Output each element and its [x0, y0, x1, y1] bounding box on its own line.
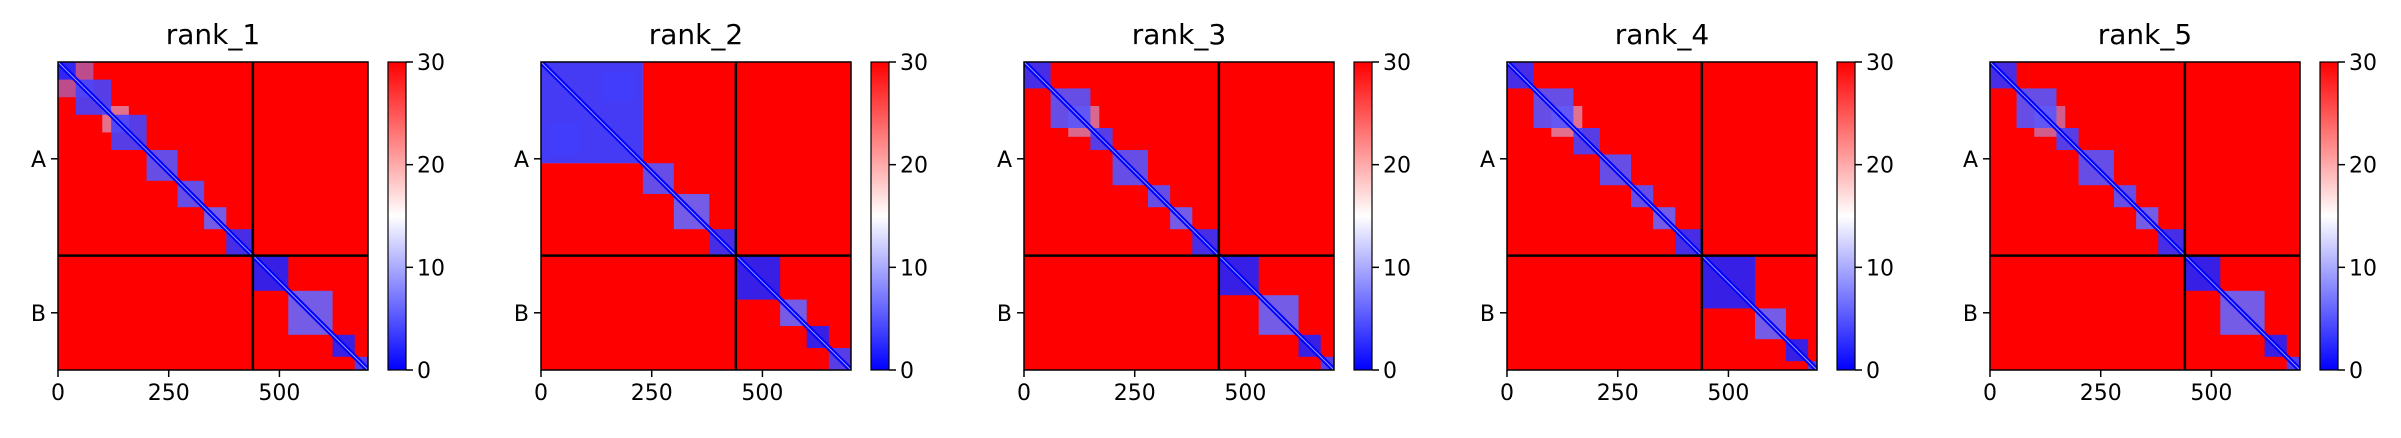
- colorbar: [2320, 62, 2338, 370]
- x-tick-label: 500: [1224, 381, 1266, 406]
- heatmap: [1024, 62, 1334, 370]
- panel-title: rank_2: [649, 18, 743, 51]
- plot-frame: [57, 61, 369, 371]
- colorbar-tick-label: 30: [1866, 51, 1894, 76]
- colorbar-tick-label: 0: [900, 359, 914, 384]
- colorbar-tick-label: 0: [417, 359, 431, 384]
- y-chain-label: B: [31, 302, 46, 327]
- colorbar-tick-label: 10: [900, 256, 928, 281]
- colorbar-tick-label: 20: [1383, 154, 1411, 179]
- pae-panel: rank_1 0 250 500 A B 0 10 20 30: [31, 18, 445, 406]
- x-tick-label: 500: [258, 381, 300, 406]
- colorbar-tick-label: 30: [1383, 51, 1411, 76]
- colorbar-tick-label: 0: [2349, 359, 2363, 384]
- heatmap: [1507, 62, 1817, 370]
- x-tick-label: 250: [1597, 381, 1639, 406]
- pae-panel: rank_4 0 250 500 A B 0 10 20 30: [1480, 18, 1894, 406]
- heatmap-diagonal-core: [58, 62, 368, 370]
- colorbar: [871, 62, 889, 370]
- heatmap-diagonal-core: [1507, 62, 1817, 370]
- pae-panel: rank_3 0 250 500 A B 0 10 20 30: [997, 18, 1411, 406]
- heatmap-diagonal-core: [541, 62, 851, 370]
- colorbar-frame: [387, 61, 407, 371]
- heatmap: [58, 62, 368, 370]
- colorbar-tick-label: 20: [1866, 154, 1894, 179]
- colorbar-tick-label: 0: [1383, 359, 1397, 384]
- x-tick-label: 250: [2080, 381, 2122, 406]
- y-chain-label: B: [1963, 302, 1978, 327]
- heatmap: [541, 62, 851, 370]
- panel-title: rank_3: [1132, 18, 1226, 51]
- x-tick-label: 250: [631, 381, 673, 406]
- colorbar-tick-label: 0: [1866, 359, 1880, 384]
- plot-frame: [1506, 61, 1818, 371]
- x-tick-label: 0: [1017, 381, 1031, 406]
- x-tick-label: 0: [534, 381, 548, 406]
- colorbar-tick-label: 30: [2349, 51, 2377, 76]
- colorbar-frame: [2319, 61, 2339, 371]
- panel-title: rank_1: [166, 18, 260, 51]
- colorbar-tick-label: 20: [417, 154, 445, 179]
- y-chain-label: A: [1480, 148, 1495, 173]
- x-tick-label: 500: [741, 381, 783, 406]
- colorbar-tick-label: 20: [900, 154, 928, 179]
- heatmap: [1990, 62, 2300, 370]
- colorbar-frame: [870, 61, 890, 371]
- x-tick-label: 500: [1707, 381, 1749, 406]
- colorbar-frame: [1353, 61, 1373, 371]
- panel-title: rank_4: [1615, 18, 1709, 51]
- colorbar-tick-label: 10: [2349, 256, 2377, 281]
- x-tick-label: 250: [148, 381, 190, 406]
- x-tick-label: 0: [1983, 381, 1997, 406]
- colorbar-tick-label: 30: [900, 51, 928, 76]
- y-chain-label: A: [31, 148, 46, 173]
- x-tick-label: 0: [51, 381, 65, 406]
- colorbar-tick-label: 30: [417, 51, 445, 76]
- plot-frame: [1989, 61, 2301, 371]
- colorbar-tick-label: 10: [1383, 256, 1411, 281]
- colorbar-frame: [1836, 61, 1856, 371]
- x-tick-label: 500: [2190, 381, 2232, 406]
- pae-panel: rank_2 0 250 500 A B 0 10 20 30: [514, 18, 928, 406]
- y-chain-label: B: [1480, 302, 1495, 327]
- colorbar: [1354, 62, 1372, 370]
- colorbar: [388, 62, 406, 370]
- y-chain-label: A: [997, 148, 1012, 173]
- colorbar-tick-label: 20: [2349, 154, 2377, 179]
- heatmap-diagonal-core: [1990, 62, 2300, 370]
- x-tick-label: 0: [1500, 381, 1514, 406]
- colorbar-tick-label: 10: [417, 256, 445, 281]
- y-chain-label: B: [514, 302, 529, 327]
- y-chain-label: A: [1963, 148, 1978, 173]
- pae-panel: rank_5 0 250 500 A B 0 10 20 30: [1963, 18, 2377, 406]
- plot-frame: [540, 61, 852, 371]
- colorbar: [1837, 62, 1855, 370]
- y-chain-label: B: [997, 302, 1012, 327]
- plot-frame: [1023, 61, 1335, 371]
- panel-title: rank_5: [2098, 18, 2192, 51]
- y-chain-label: A: [514, 148, 529, 173]
- x-tick-label: 250: [1114, 381, 1156, 406]
- heatmap-diagonal-core: [1024, 62, 1334, 370]
- colorbar-tick-label: 10: [1866, 256, 1894, 281]
